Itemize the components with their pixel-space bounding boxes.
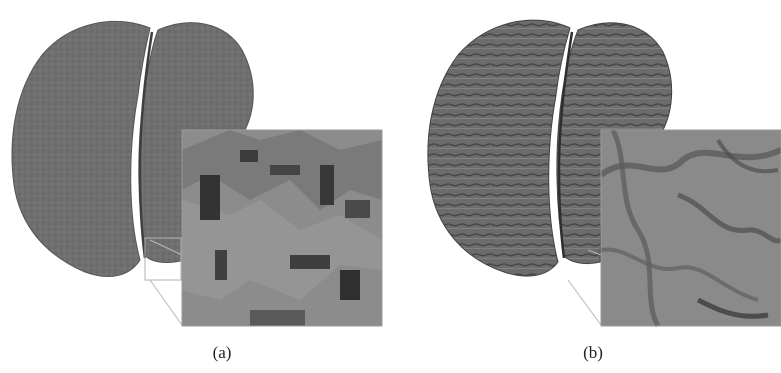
zoom-leader-line-bottom <box>567 279 602 326</box>
zoom-inset-smooth <box>599 128 781 328</box>
longitudinal-fissure <box>557 31 574 259</box>
zoom-leader-line-bottom <box>149 279 183 326</box>
brain-right-hemisphere <box>556 22 673 265</box>
panel-b-brain-smooth-render <box>418 0 781 330</box>
caption-b: (b) <box>583 343 603 362</box>
longitudinal-fissure <box>138 31 154 259</box>
brain-left-hemisphere <box>427 19 571 277</box>
panel-b-svg <box>427 19 781 328</box>
zoom-inset-voxel <box>181 129 383 327</box>
zoom-leader-line-top <box>149 239 183 256</box>
panel-a-svg <box>11 20 383 327</box>
zoom-source-box <box>144 237 182 281</box>
brain-left-hemisphere <box>11 20 151 277</box>
zoom-leader-line-top <box>587 249 602 256</box>
panel-a-brain-voxel-render <box>0 0 390 330</box>
caption-a: (a) <box>212 343 232 362</box>
